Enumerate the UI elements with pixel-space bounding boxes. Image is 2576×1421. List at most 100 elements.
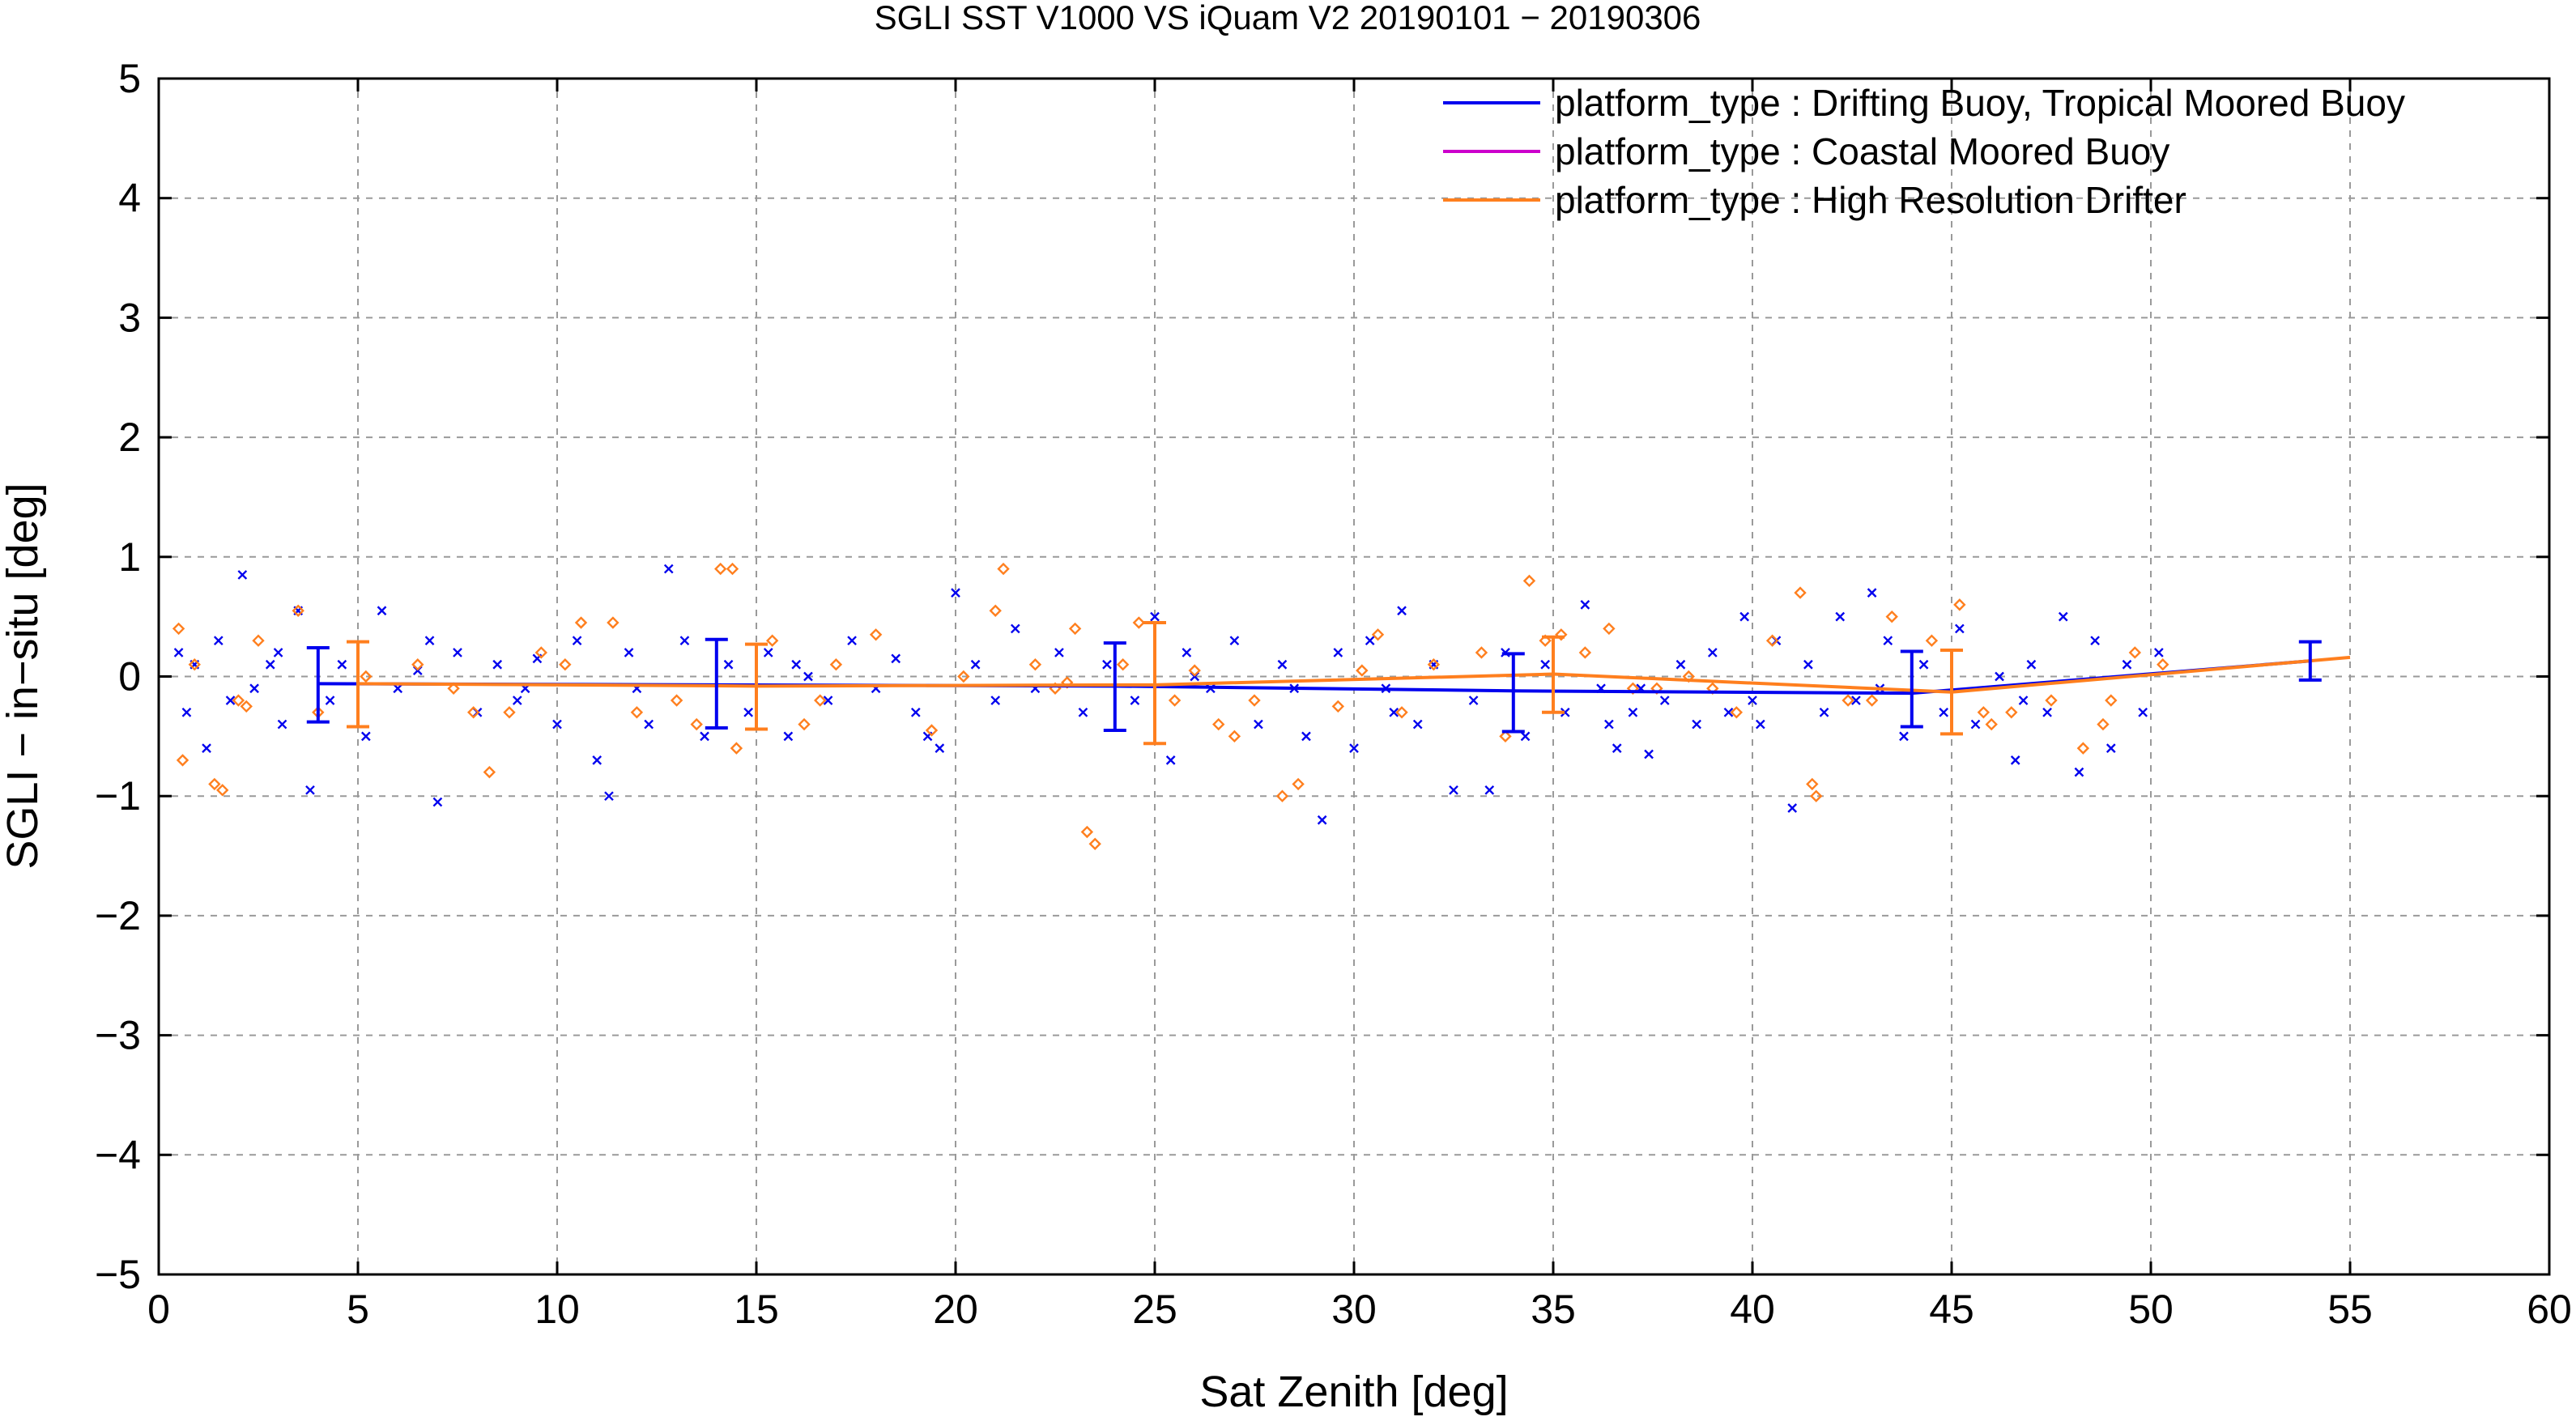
data-point xyxy=(1675,659,1686,670)
data-point xyxy=(1395,706,1408,719)
data-point xyxy=(1254,719,1263,730)
data-point xyxy=(1555,628,1568,641)
data-point xyxy=(1317,815,1327,825)
data-point xyxy=(2157,658,2169,671)
data-point xyxy=(1644,749,1654,759)
data-point xyxy=(2097,717,2110,731)
data-point xyxy=(1188,664,1201,677)
data-point xyxy=(1365,636,1375,646)
data-point xyxy=(1604,719,1614,730)
data-point xyxy=(624,648,634,657)
error-bar xyxy=(745,642,768,731)
data-point xyxy=(534,646,548,659)
data-point xyxy=(2005,706,2018,719)
data-point xyxy=(1054,648,1064,657)
data-point xyxy=(483,765,496,779)
data-point xyxy=(700,731,709,742)
data-point xyxy=(559,658,572,671)
error-bar xyxy=(1501,652,1525,734)
data-point xyxy=(1116,658,1130,671)
data-point xyxy=(663,564,674,574)
data-point xyxy=(1468,696,1479,705)
data-point xyxy=(847,636,857,646)
data-point xyxy=(1953,598,1966,611)
data-point xyxy=(1787,803,1798,813)
data-point xyxy=(393,683,403,694)
error-bar xyxy=(1103,641,1126,732)
data-point xyxy=(1277,659,1288,670)
data-point xyxy=(925,724,939,737)
x-tick-label: 35 xyxy=(1531,1287,1576,1332)
mean-line xyxy=(357,655,2351,694)
data-point xyxy=(1132,616,1146,629)
data-point xyxy=(1301,731,1311,742)
data-point xyxy=(763,648,773,657)
data-point xyxy=(1165,755,1176,765)
data-point xyxy=(1628,707,1638,717)
data-point xyxy=(552,719,562,730)
data-point xyxy=(2105,694,2118,707)
data-point xyxy=(1449,785,1458,795)
data-point xyxy=(1102,659,1112,670)
data-point xyxy=(607,616,620,629)
data-point xyxy=(337,659,347,670)
data-point xyxy=(240,700,253,713)
data-point xyxy=(176,754,189,767)
data-point xyxy=(951,588,960,598)
data-point xyxy=(2010,755,2020,765)
data-point xyxy=(1835,611,1846,622)
y-tick-label: 3 xyxy=(118,295,141,340)
data-point xyxy=(1692,719,1701,730)
data-point xyxy=(1397,606,1407,616)
mean-lines xyxy=(317,655,2351,696)
data-point xyxy=(765,634,779,647)
error-bar xyxy=(1143,621,1166,746)
data-point xyxy=(1865,694,1879,707)
y-tick-label: −1 xyxy=(95,773,141,819)
data-point xyxy=(990,696,1001,705)
axis-ticks xyxy=(157,77,2551,1276)
data-point xyxy=(213,636,224,646)
data-point xyxy=(679,636,690,646)
grid xyxy=(159,79,2549,1274)
y-tick-label: −2 xyxy=(95,893,141,938)
data-point xyxy=(1954,623,1965,634)
data-point xyxy=(1851,696,1861,705)
x-tick-label: 10 xyxy=(534,1287,580,1332)
data-point xyxy=(1150,611,1160,622)
data-point xyxy=(1229,636,1240,646)
x-axis-label: Sat Zenith [deg] xyxy=(1199,1368,1508,1416)
data-point xyxy=(1580,600,1590,610)
data-point xyxy=(1412,719,1423,730)
y-tick-label: 1 xyxy=(118,534,141,580)
data-point xyxy=(252,634,265,647)
x-tick-label: 0 xyxy=(147,1287,170,1332)
error-bar xyxy=(1940,649,1963,736)
data-point xyxy=(216,784,229,797)
data-point xyxy=(997,562,1010,576)
data-point xyxy=(743,707,754,717)
data-point xyxy=(1275,789,1289,802)
data-point xyxy=(1168,694,1182,707)
data-point xyxy=(1080,825,1094,839)
data-point xyxy=(277,719,287,730)
data-point xyxy=(2026,659,2037,670)
data-point xyxy=(1484,785,1495,795)
data-point xyxy=(714,562,727,576)
data-point xyxy=(305,785,315,795)
data-point xyxy=(2128,646,2142,659)
data-point xyxy=(1182,648,1192,657)
data-point xyxy=(1810,789,1823,802)
chart-title: SGLI SST V1000 VS iQuam V2 20190101 − 20… xyxy=(875,0,1701,36)
data-point xyxy=(225,696,236,705)
legend-label: platform_type : Drifting Buoy, Tropical … xyxy=(1555,82,2405,124)
data-point xyxy=(1603,622,1616,636)
x-tick-label: 55 xyxy=(2327,1287,2373,1332)
data-point xyxy=(1427,658,1441,671)
error-bar xyxy=(306,646,330,724)
data-points xyxy=(172,562,2169,850)
data-point xyxy=(237,570,248,580)
data-point xyxy=(2074,767,2084,777)
data-point xyxy=(377,606,387,616)
data-point xyxy=(2106,743,2116,753)
